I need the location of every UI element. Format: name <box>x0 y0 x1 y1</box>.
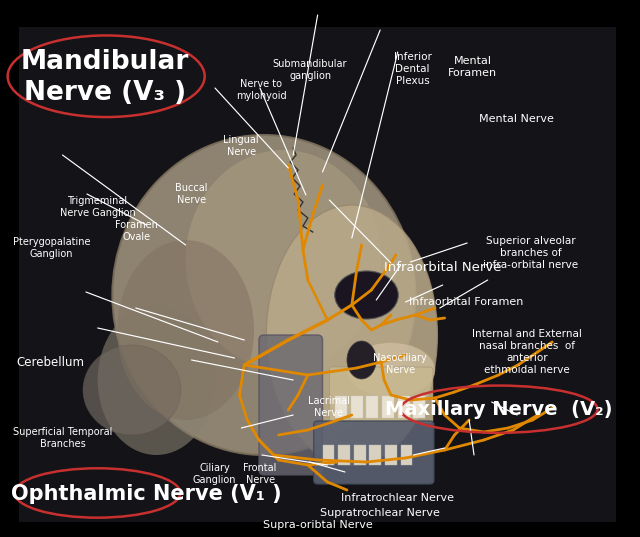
Ellipse shape <box>347 341 376 379</box>
Text: Superior alveolar
branches of
infra-orbital nerve: Superior alveolar branches of infra-orbi… <box>483 236 578 271</box>
FancyBboxPatch shape <box>314 421 434 484</box>
FancyBboxPatch shape <box>369 445 381 465</box>
FancyBboxPatch shape <box>354 445 365 465</box>
Text: Pterygopalatine
Ganglion: Pterygopalatine Ganglion <box>13 237 90 259</box>
Text: Infratrochlear Nerve: Infratrochlear Nerve <box>341 494 454 503</box>
Text: Buccal
Nerve: Buccal Nerve <box>175 184 207 205</box>
Text: Superficial Temporal
Branches: Superficial Temporal Branches <box>13 427 112 448</box>
FancyBboxPatch shape <box>330 367 433 423</box>
Text: Nasociliary
Nerve: Nasociliary Nerve <box>373 353 427 375</box>
FancyBboxPatch shape <box>335 396 347 418</box>
Text: Trigmeminal
Nerve Ganglion: Trigmeminal Nerve Ganglion <box>60 196 135 217</box>
Text: Infraorbital Foramen: Infraorbital Foramen <box>410 297 524 307</box>
FancyBboxPatch shape <box>382 396 394 418</box>
Text: Ciliary
Ganglion: Ciliary Ganglion <box>193 463 236 484</box>
Ellipse shape <box>98 305 215 455</box>
Text: Mandibular
Nerve (V₃ ): Mandibular Nerve (V₃ ) <box>20 49 189 106</box>
Text: Supratrochlear Nerve: Supratrochlear Nerve <box>320 508 440 518</box>
Text: Maxillary Nerve  (V₂): Maxillary Nerve (V₂) <box>385 400 612 419</box>
FancyBboxPatch shape <box>385 445 397 465</box>
Text: Inferior
Dental
Plexus: Inferior Dental Plexus <box>394 52 431 86</box>
Text: Ophthalmic Nerve (V₁ ): Ophthalmic Nerve (V₁ ) <box>11 484 282 504</box>
Ellipse shape <box>117 240 254 420</box>
Text: Mental Nerve: Mental Nerve <box>479 114 554 124</box>
FancyBboxPatch shape <box>323 445 334 465</box>
FancyBboxPatch shape <box>413 396 425 418</box>
FancyBboxPatch shape <box>401 445 412 465</box>
Ellipse shape <box>266 205 437 465</box>
FancyBboxPatch shape <box>351 396 363 418</box>
Text: Mental
Foramen: Mental Foramen <box>448 56 497 78</box>
Text: Lingual
Nerve: Lingual Nerve <box>223 135 259 157</box>
Text: Nerve to
mylohyoid: Nerve to mylohyoid <box>236 79 287 101</box>
Text: Frontal
Nerve: Frontal Nerve <box>243 463 276 484</box>
Text: Infraorbital Nerve: Infraorbital Nerve <box>384 261 502 274</box>
Text: Foramen
Ovale: Foramen Ovale <box>115 220 157 242</box>
FancyBboxPatch shape <box>398 396 410 418</box>
FancyBboxPatch shape <box>367 396 378 418</box>
Ellipse shape <box>335 271 398 319</box>
Text: Supra-oribtal Nerve: Supra-oribtal Nerve <box>263 520 372 530</box>
Ellipse shape <box>83 345 180 435</box>
Ellipse shape <box>113 135 415 455</box>
Ellipse shape <box>347 343 435 397</box>
FancyBboxPatch shape <box>259 335 323 475</box>
FancyBboxPatch shape <box>338 445 350 465</box>
Text: Cerebellum: Cerebellum <box>16 356 84 369</box>
Text: Internal and External
nasal branches  of
anterior
ethmoidal nerve: Internal and External nasal branches of … <box>472 329 582 375</box>
Ellipse shape <box>186 150 381 370</box>
Text: Lacrimal
Nerve: Lacrimal Nerve <box>308 396 350 418</box>
Text: Submandibular
ganglion: Submandibular ganglion <box>273 59 348 81</box>
FancyBboxPatch shape <box>19 27 616 522</box>
